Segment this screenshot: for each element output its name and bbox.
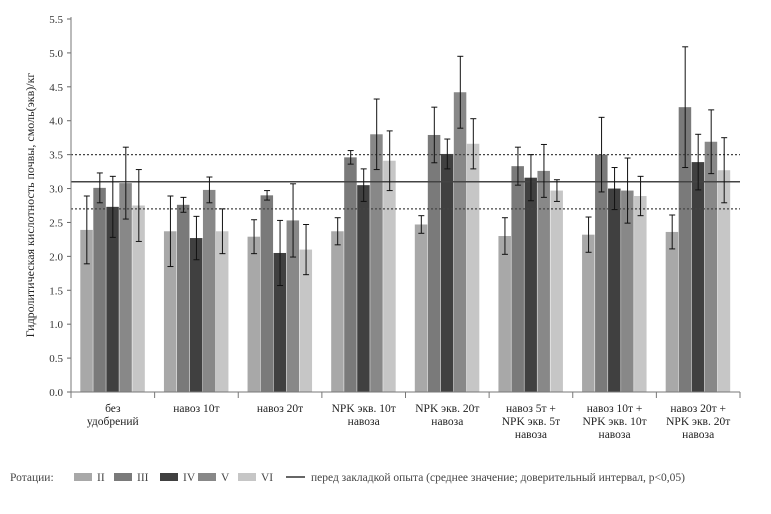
y-tick-label: 4.5 — [49, 82, 63, 94]
bar-III-6 — [595, 154, 608, 392]
bar-III-4 — [427, 134, 441, 392]
bar-II-5 — [498, 236, 511, 392]
bar-IV-2 — [273, 252, 287, 392]
y-tick-label: 2.5 — [49, 217, 63, 229]
reference-lines — [71, 154, 740, 210]
bar-III-7 — [678, 107, 692, 392]
bar-V-7 — [704, 141, 718, 392]
y-axis-label: Гидролитическая кислотность почвы, смоль… — [23, 73, 37, 338]
bar-IV-7 — [691, 162, 705, 392]
x-category-label: навоза — [682, 429, 714, 441]
y-tick-label: 1.5 — [49, 285, 63, 297]
legend-swatch-III — [114, 473, 132, 481]
bar-III-1 — [176, 204, 190, 392]
bar-VI-2 — [299, 249, 313, 392]
y-tick-label: 0.5 — [49, 353, 63, 365]
legend-swatch-VI — [238, 473, 256, 481]
y-axis-ticks: 0.0 0.5 1.0 1.5 2.0 2.5 3.0 3.5 4.0 4.5 5.0 5.5 — [49, 14, 71, 399]
bar-III-5 — [511, 166, 524, 392]
x-category-label: навоза — [599, 429, 631, 441]
x-category-label: NPK экв. 20т — [415, 403, 479, 415]
x-category-label: удобрений — [87, 416, 139, 428]
x-category-label: NPK экв. 10т — [332, 403, 396, 415]
bar-VI-5 — [550, 190, 563, 392]
bar-VI-0 — [132, 205, 145, 392]
bar-II-4 — [414, 224, 428, 392]
bar-V-6 — [621, 190, 634, 392]
bar-IV-6 — [608, 188, 621, 392]
bar-II-7 — [665, 231, 679, 392]
y-tick-label: 0.0 — [49, 387, 63, 399]
legend-label-V: V — [221, 472, 230, 484]
bar-V-2 — [286, 220, 300, 392]
x-category-label: навоз 10т + — [587, 403, 643, 415]
bar-II-1 — [163, 231, 177, 392]
y-tick-label: 3.0 — [49, 184, 63, 196]
bar-IV-3 — [357, 185, 370, 392]
bar-IV-0 — [106, 206, 119, 392]
bar-VI-1 — [215, 231, 229, 392]
legend: Ротации: II III IV V VI перед закладкой опыт… — [10, 472, 685, 484]
x-category-label: навоза — [348, 416, 380, 428]
legend-label-III: III — [137, 472, 149, 484]
x-category-label: без — [105, 403, 121, 415]
x-category-label: навоз 5т + — [506, 403, 556, 415]
bar-V-3 — [370, 134, 383, 393]
bar-VI-3 — [383, 160, 396, 392]
legend-swatch-V — [198, 473, 216, 481]
bar-V-0 — [119, 183, 132, 392]
bars-layer — [80, 92, 731, 393]
y-tick-label: 5.0 — [49, 48, 63, 60]
legend-swatch-II — [74, 473, 92, 481]
bar-II-0 — [80, 229, 93, 392]
bar-III-0 — [93, 187, 106, 392]
error-bars-layer — [83, 46, 728, 287]
x-category-label: навоз 20т + — [670, 403, 726, 415]
bar-V-4 — [453, 92, 467, 392]
x-category-label: NPK экв. 10т — [583, 416, 647, 428]
legend-label-VI: VI — [261, 472, 273, 484]
bar-V-1 — [202, 189, 216, 392]
bar-II-2 — [247, 236, 261, 392]
legend-title: Ротации: — [10, 472, 54, 484]
bar-VI-7 — [717, 170, 731, 392]
y-tick-label: 2.0 — [49, 251, 63, 263]
bar-III-3 — [344, 157, 357, 392]
bar-VI-6 — [634, 196, 647, 392]
y-tick-label: 5.5 — [49, 14, 63, 26]
legend-label-II: II — [97, 472, 105, 484]
y-tick-label: 1.0 — [49, 319, 63, 331]
legend-reference-label: перед закладкой опыта (среднее значение;… — [311, 472, 685, 484]
x-category-label: NPK экв. 5т — [502, 416, 560, 428]
x-category-label: навоза — [431, 416, 463, 428]
legend-swatch-IV — [160, 473, 178, 481]
bar-II-3 — [331, 231, 344, 392]
x-category-label: навоз 10т — [173, 403, 219, 415]
bar-IV-1 — [189, 238, 203, 392]
bar-IV-5 — [524, 177, 537, 392]
bar-VI-4 — [466, 143, 480, 392]
bar-II-6 — [582, 234, 595, 392]
bar-III-2 — [260, 195, 274, 392]
y-tick-label: 3.5 — [49, 150, 63, 162]
axes — [70, 17, 741, 398]
y-tick-label: 4.0 — [49, 116, 63, 128]
legend-label-IV: IV — [183, 472, 196, 484]
x-category-label: навоза — [515, 429, 547, 441]
bar-V-5 — [537, 170, 550, 392]
x-category-label: NPK экв. 20т — [666, 416, 730, 428]
bar-IV-4 — [440, 153, 454, 392]
x-category-label: навоз 20т — [257, 403, 303, 415]
